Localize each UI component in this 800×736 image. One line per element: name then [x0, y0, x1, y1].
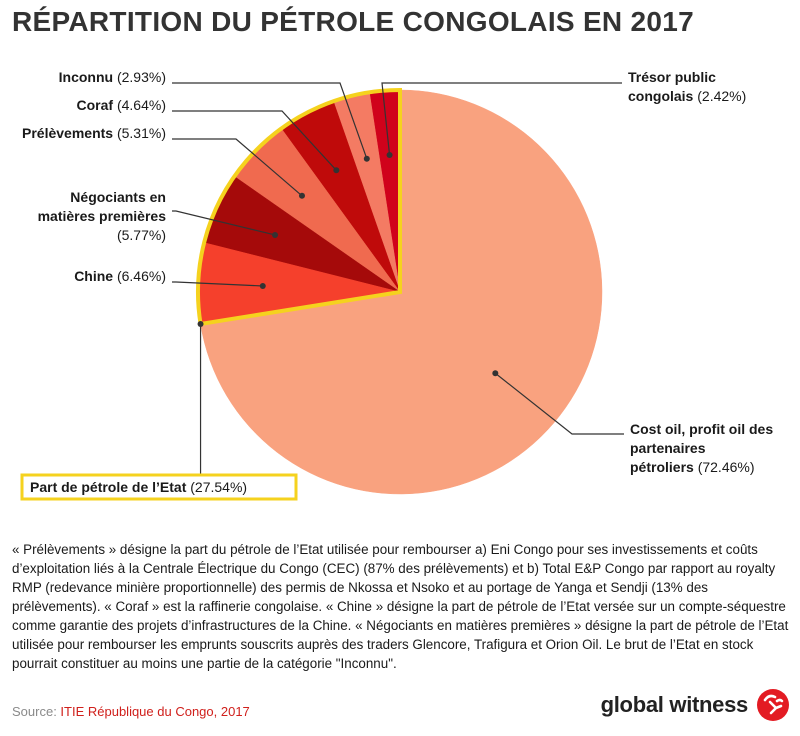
leader-dot-chine — [259, 282, 266, 289]
leader-dot-n-gociants-en-mati-res-premi-res — [272, 231, 279, 238]
label-coraf: Coraf (4.64%) — [77, 97, 166, 113]
footnote: « Prélèvements » désigne la part du pétr… — [12, 542, 789, 671]
leader-line-tr-sor-public-congolais — [381, 82, 622, 156]
leader-line-pr-l-vements — [172, 138, 303, 197]
leader-lines — [172, 82, 624, 475]
label-state-share: Part de pétrole de l’Etat (27.54%) — [30, 479, 247, 495]
leader-dot-tr-sor-public-congolais — [386, 152, 393, 159]
slice-labels: Trésor public congolais (2.42%) Inconnu (2… — [20, 69, 773, 501]
label-pr-l-vements: Prélèvements (5.31%) — [22, 125, 166, 141]
brand: global witness — [601, 688, 790, 722]
label-n-gociants-en-mati-res-premi-res: Négociants en matières premières (5.77%) — [38, 189, 167, 243]
leader-dot-inconnu — [363, 155, 370, 162]
leader-dot-state-share — [197, 321, 204, 328]
state-share-label-box — [20, 473, 298, 501]
leader-line-coraf — [172, 110, 337, 171]
leader-dot-pr-l-vements — [298, 192, 305, 199]
source-line: Source: ITIE République du Congo, 2017 — [12, 704, 250, 719]
brand-name: global witness — [600, 692, 749, 717]
leader-line-chine — [172, 281, 263, 287]
source-prefix: Source: — [12, 704, 61, 719]
leader-dot-cost-oil-profit-oil-des-partenaires-p-troliers — [492, 370, 499, 377]
state-share-highlight — [196, 87, 402, 327]
label-cost-oil-profit-oil-des-partenaires-p-troliers: Cost oil, profit oil des partenaires pétro… — [630, 421, 773, 475]
source-text: ITIE République du Congo, 2017 — [60, 704, 250, 719]
label-inconnu: Inconnu (2.93%) — [59, 69, 166, 85]
label-chine: Chine (6.46%) — [74, 268, 166, 284]
global-witness-logo-icon — [757, 689, 789, 721]
leader-line-inconnu — [172, 82, 368, 159]
leader-line-n-gociants-en-mati-res-premi-res — [172, 210, 276, 236]
leader-dot-coraf — [333, 167, 340, 174]
chart-title: RÉPARTITION DU PÉTROLE CONGOLAIS EN 2017 — [12, 6, 695, 37]
state-share-outline — [196, 87, 402, 327]
pie-chart: Trésor public congolais (2.42%) Inconnu (2… — [20, 69, 773, 501]
label-tr-sor-public-congolais: Trésor public congolais (2.42%) — [628, 69, 746, 104]
leader-line-cost-oil-profit-oil-des-partenaires-p-troliers — [494, 372, 624, 435]
